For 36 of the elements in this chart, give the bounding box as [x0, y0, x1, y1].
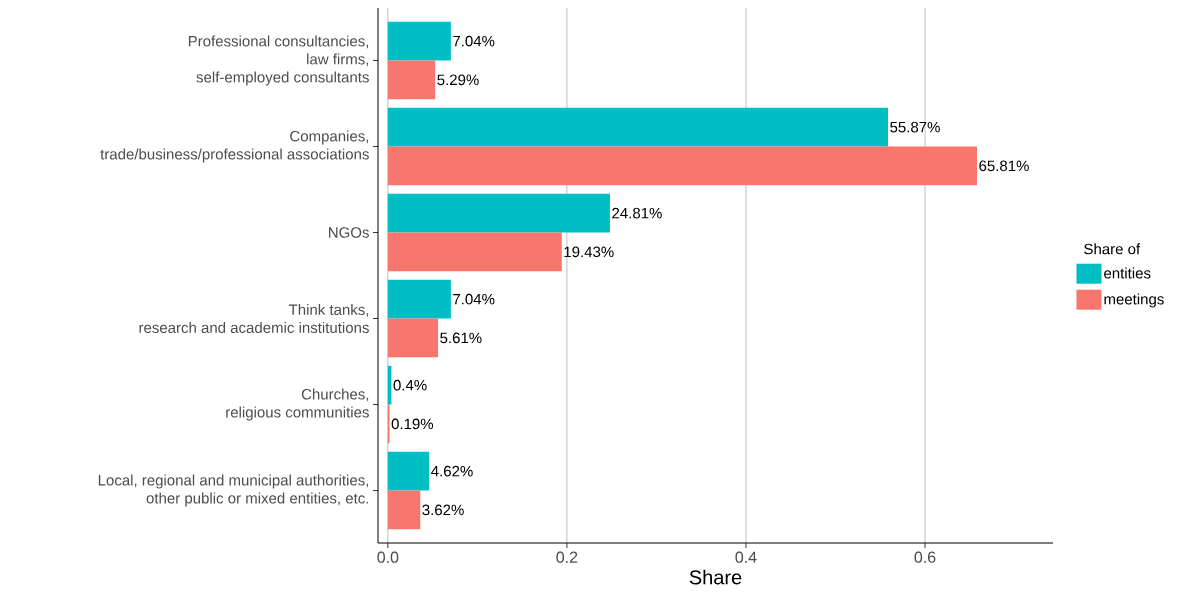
bar	[387, 60, 436, 100]
y-tick-label: NGOs	[329, 227, 369, 238]
data-label: 5.61%	[440, 332, 482, 344]
bar	[387, 279, 451, 319]
legend-title: Share of	[1084, 243, 1141, 255]
data-label: 3.62%	[422, 504, 464, 516]
x-axis-title: Share	[689, 569, 742, 585]
data-label: 7.04%	[453, 35, 495, 47]
data-label: 0.19%	[391, 418, 434, 430]
bar	[387, 451, 430, 491]
bar	[387, 146, 978, 186]
data-label: 0.4%	[393, 379, 427, 391]
data-label: 4.62%	[431, 465, 473, 477]
y-tick-label: Think tanks, research and academic institutions	[139, 304, 369, 334]
y-tick-label: Local, regional and municipal authorities, other public or mixed entities, etc.	[98, 474, 369, 507]
data-label: 19.43%	[564, 246, 614, 258]
legend-label: meetings	[1104, 293, 1164, 308]
x-tick-label: 0.4	[735, 551, 757, 563]
y-tick-label: Companies, trade/business/professional associations	[100, 130, 369, 163]
x-tick-label: 0.6	[914, 551, 936, 563]
x-tick-label: 0.2	[556, 551, 578, 563]
bar	[387, 318, 439, 358]
x-tick-label: 0.0	[377, 551, 399, 563]
data-label: 7.04%	[453, 293, 495, 305]
y-tick-label: Churches, religious communities	[226, 388, 369, 421]
bar	[387, 107, 889, 147]
bar	[387, 21, 451, 61]
data-label: 55.87%	[890, 121, 940, 133]
y-tick-label: Professional consultancies, law firms, self-employed consultants	[188, 35, 369, 86]
bar	[387, 490, 421, 530]
legend-label: entities	[1104, 267, 1151, 279]
bar	[387, 193, 610, 233]
data-label: 65.81%	[979, 160, 1029, 172]
data-label: 24.81%	[612, 207, 662, 219]
data-label: 5.29%	[437, 74, 479, 86]
bar	[387, 232, 562, 272]
